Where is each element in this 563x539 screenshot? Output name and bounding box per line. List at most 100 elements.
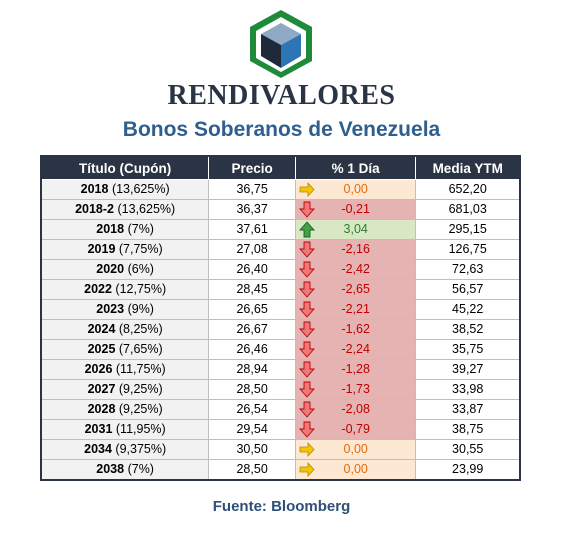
bond-avg-ytm: 38,75	[415, 419, 521, 440]
bond-year: 2018	[80, 182, 109, 196]
bond-change-value: -2,16	[341, 242, 370, 256]
bond-coupon: (13,625%)	[111, 182, 170, 196]
rendivalores-logo	[250, 10, 312, 78]
arrow-right-icon	[299, 441, 315, 458]
bond-price: 29,54	[208, 419, 296, 440]
bond-coupon: (7,65%)	[118, 342, 163, 356]
bond-change-cell: 0,00	[294, 439, 417, 460]
arrow-up-icon	[298, 221, 315, 238]
arrow-down-icon	[298, 241, 315, 258]
table-row: 2022 (12,75%) 28,45 -2,65 56,57	[40, 279, 521, 300]
bond-avg-ytm: 30,55	[415, 439, 521, 460]
bond-year: 2022	[84, 282, 112, 296]
bond-coupon: (7%)	[127, 462, 154, 476]
bond-year: 2034	[84, 442, 112, 456]
bond-price: 36,75	[208, 179, 296, 200]
bond-change-cell: -2,21	[294, 299, 417, 320]
bond-price: 26,40	[208, 259, 296, 280]
bond-avg-ytm: 652,20	[415, 179, 521, 200]
bond-title-cell: 2023 (9%)	[40, 299, 210, 320]
bond-change-cell: -2,24	[294, 339, 417, 360]
arrow-down-icon	[298, 321, 315, 338]
bond-price: 26,67	[208, 319, 296, 340]
bond-title-cell: 2038 (7%)	[40, 459, 210, 481]
bond-title-cell: 2018 (13,625%)	[40, 179, 210, 200]
bond-coupon: (11,95%)	[115, 422, 166, 436]
bond-avg-ytm: 72,63	[415, 259, 521, 280]
arrow-down-icon	[298, 261, 315, 278]
bond-change-cell: -2,16	[294, 239, 417, 260]
bond-avg-ytm: 681,03	[415, 199, 521, 220]
bond-year: 2024	[87, 322, 116, 336]
bond-change-cell: 0,00	[294, 179, 417, 200]
bond-title-cell: 2020 (6%)	[40, 259, 210, 280]
bond-price: 36,37	[208, 199, 296, 220]
bond-change-cell: -1,62	[294, 319, 417, 340]
bond-change-cell: -2,08	[294, 399, 417, 420]
table-row: 2027 (9,25%) 28,50 -1,73 33,98	[40, 379, 521, 400]
bond-avg-ytm: 45,22	[415, 299, 521, 320]
arrow-down-icon	[298, 201, 315, 218]
bond-year: 2019	[87, 242, 116, 256]
bond-coupon: (9%)	[127, 302, 154, 316]
table-header-row: Título (Cupón) Precio % 1 Día Media YTM	[40, 155, 521, 180]
arrow-down-icon	[298, 381, 315, 398]
bond-price: 28,50	[208, 459, 296, 481]
bond-year: 2038	[96, 462, 125, 476]
brand-name: RENDIVALORES	[167, 80, 396, 111]
bond-year: 2027	[87, 382, 116, 396]
bond-avg-ytm: 33,98	[415, 379, 521, 400]
table-row: 2034 (9,375%) 30,50 0,00 30,55	[40, 439, 521, 460]
bond-coupon: (9,375%)	[115, 442, 167, 456]
bond-avg-ytm: 295,15	[415, 219, 521, 240]
bond-change-value: 0,00	[343, 182, 368, 196]
table-row: 2025 (7,65%) 26,46 -2,24 35,75	[40, 339, 521, 360]
table-row: 2038 (7%) 28,50 0,00 23,99	[40, 459, 521, 481]
bond-price: 28,94	[208, 359, 296, 380]
bond-change-value: -2,21	[341, 302, 370, 316]
bond-price: 37,61	[208, 219, 296, 240]
table-row: 2020 (6%) 26,40 -2,42 72,63	[40, 259, 521, 280]
bond-year: 2028	[87, 402, 116, 416]
bond-title-cell: 2018-2 (13,625%)	[40, 199, 210, 220]
bond-change-cell: -2,42	[294, 259, 417, 280]
header-title-coupon: Título (Cupón)	[40, 155, 210, 180]
table-row: 2024 (8,25%) 26,67 -1,62 38,52	[40, 319, 521, 340]
bond-price: 27,08	[208, 239, 296, 260]
bond-price: 26,65	[208, 299, 296, 320]
bond-avg-ytm: 35,75	[415, 339, 521, 360]
bond-coupon: (12,75%)	[115, 282, 167, 296]
arrow-right-icon	[299, 461, 315, 478]
page-title: Bonos Soberanos de Venezuela	[122, 118, 441, 141]
bond-change-cell: -1,28	[294, 359, 417, 380]
bond-change-value: -2,42	[341, 262, 370, 276]
source-note: Fuente: Bloomberg	[212, 498, 351, 515]
bond-title-cell: 2034 (9,375%)	[40, 439, 210, 460]
bond-title-cell: 2019 (7,75%)	[40, 239, 210, 260]
bond-change-cell: -0,79	[294, 419, 417, 440]
bond-change-value: -2,08	[341, 402, 370, 416]
bond-year: 2031	[84, 422, 113, 436]
bond-avg-ytm: 38,52	[415, 319, 521, 340]
bond-title-cell: 2022 (12,75%)	[40, 279, 210, 300]
arrow-down-icon	[298, 281, 315, 298]
bond-year: 2023	[96, 302, 125, 316]
bond-coupon: (9,25%)	[118, 402, 163, 416]
bond-avg-ytm: 126,75	[415, 239, 521, 260]
bond-price: 26,46	[208, 339, 296, 360]
table-row: 2023 (9%) 26,65 -2,21 45,22	[40, 299, 521, 320]
table-row: 2026 (11,75%) 28,94 -1,28 39,27	[40, 359, 521, 380]
bond-coupon: (6%)	[127, 262, 154, 276]
bond-avg-ytm: 39,27	[415, 359, 521, 380]
bond-change-cell: -2,65	[294, 279, 417, 300]
bond-change-cell: 0,00	[294, 459, 417, 481]
bond-title-cell: 2024 (8,25%)	[40, 319, 210, 340]
arrow-down-icon	[298, 301, 315, 318]
bond-change-value: -0,79	[341, 422, 370, 436]
bond-coupon: (7,75%)	[118, 242, 163, 256]
table-row: 2018 (13,625%) 36,75 0,00 652,20	[40, 179, 521, 200]
bond-year: 2018-2	[75, 202, 115, 216]
bond-title-cell: 2025 (7,65%)	[40, 339, 210, 360]
bond-price: 28,50	[208, 379, 296, 400]
bond-title-cell: 2028 (9,25%)	[40, 399, 210, 420]
